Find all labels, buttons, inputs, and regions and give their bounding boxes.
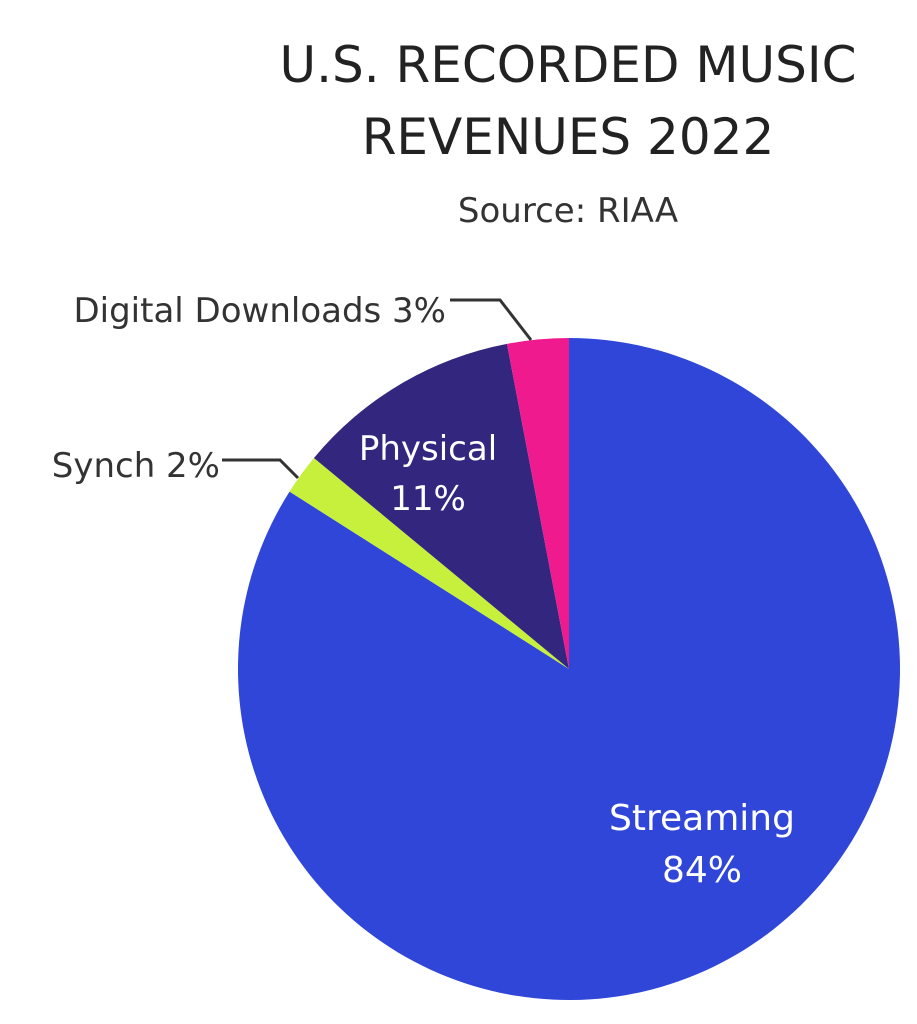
label-streaming: Streaming [609,798,795,839]
leader-line-synch [222,458,300,480]
chart-title-line-1: U.S. RECORDED MUSIC [280,36,857,94]
pie-slice-digital-downloads [506,338,569,669]
label-digital-downloads: Digital Downloads 3% [73,291,446,331]
pie-slice-synch [289,458,569,669]
value-streaming: 84% [662,850,742,891]
leader-line-digital-downloads [450,298,533,341]
chart-subtitle: Source: RIAA [458,191,678,231]
pie-slice-physical [313,343,569,669]
label-physical: Physical [359,429,497,469]
chart-title-line-2: REVENUES 2022 [362,108,775,166]
value-physical: 11% [390,479,466,519]
label-synch: Synch 2% [52,446,220,486]
